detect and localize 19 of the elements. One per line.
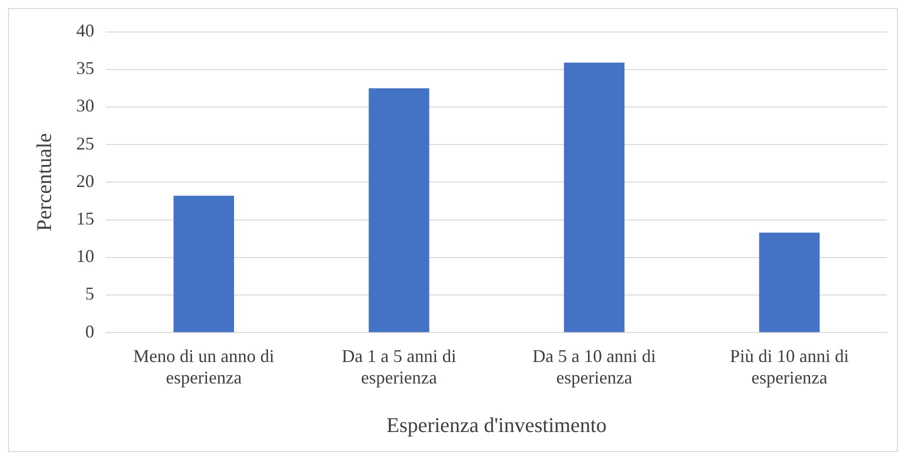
x-tick-label: Da 1 a 5 anni di esperienza [342, 346, 456, 388]
y-tick-label: 0 [85, 321, 94, 342]
bar [368, 88, 430, 332]
y-tick-label: 10 [76, 246, 94, 266]
x-tick-label: Meno di un anno di esperienza [133, 346, 274, 388]
y-tick-label: 30 [76, 96, 94, 116]
bar [759, 232, 820, 332]
y-tick-label: 15 [76, 208, 94, 229]
y-axis-title: Percentuale [32, 133, 56, 232]
y-tick-label: 40 [76, 20, 94, 41]
y-tick-label: 5 [85, 284, 94, 304]
y-tick-label: 25 [76, 133, 94, 154]
bar [564, 62, 624, 332]
bar [174, 196, 234, 332]
y-tick-label: 35 [76, 58, 94, 78]
x-tick-label: Più di 10 anni di esperienza [730, 346, 849, 388]
x-axis-title: Esperienza d'investimento [386, 412, 607, 437]
x-tick-label: Da 5 a 10 anni di esperienza [532, 346, 656, 388]
y-tick-label: 20 [76, 170, 94, 191]
